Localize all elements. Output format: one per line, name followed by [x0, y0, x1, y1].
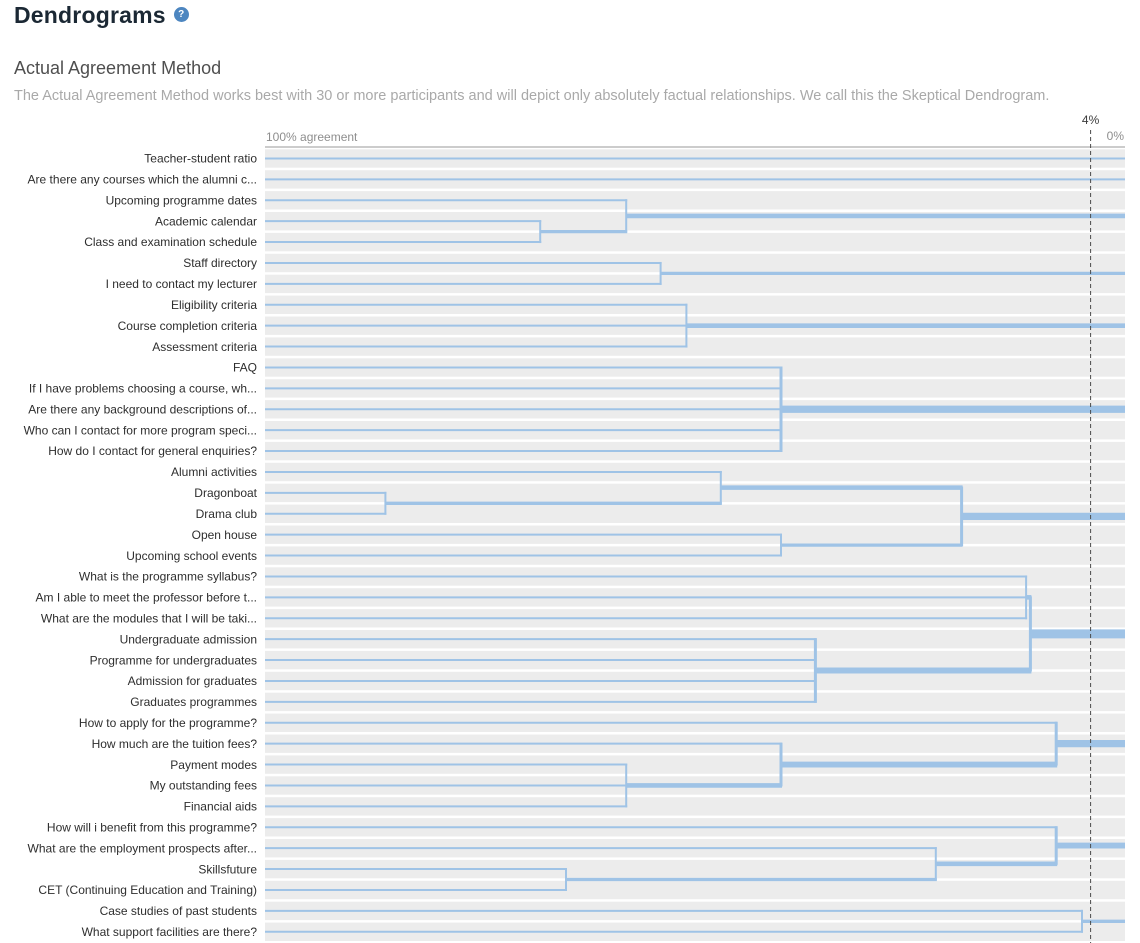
- row-label: Graduates programmes: [130, 695, 257, 709]
- row-label: Are there any background descriptions of…: [28, 402, 257, 416]
- section-title: Actual Agreement Method: [14, 58, 222, 78]
- row-label: Admission for graduates: [128, 674, 257, 688]
- row-label: Undergraduate admission: [120, 632, 257, 646]
- row-label: Case studies of past students: [100, 904, 257, 918]
- row-label: Financial aids: [184, 800, 257, 814]
- dendrogram-links: [265, 157, 1125, 933]
- axis-left-label: 100% agreement: [266, 130, 358, 144]
- row-label: How to apply for the programme?: [79, 716, 257, 730]
- row-label: If I have problems choosing a course, wh…: [29, 382, 257, 396]
- row-label: Eligibility criteria: [171, 298, 257, 312]
- row-label: What are the modules that I will be taki…: [41, 612, 257, 626]
- row-label: Upcoming programme dates: [106, 193, 257, 207]
- row-label: Course completion criteria: [118, 319, 258, 333]
- row-band: [265, 504, 1125, 523]
- page-title: Dendrograms: [14, 2, 166, 28]
- row-label: Academic calendar: [155, 214, 257, 228]
- row-label: CET (Continuing Education and Training): [38, 883, 257, 897]
- row-label: Programme for undergraduates: [90, 653, 257, 667]
- row-band: [265, 483, 1125, 503]
- row-label: FAQ: [233, 361, 257, 375]
- row-label: Upcoming school events: [126, 549, 257, 563]
- row-label: Drama club: [196, 507, 258, 521]
- axis-marker-label: 4%: [1082, 113, 1100, 127]
- row-label: Teacher-student ratio: [144, 152, 257, 166]
- help-icon[interactable]: ?: [173, 7, 189, 22]
- row-label: Class and examination schedule: [84, 235, 257, 249]
- row-band: [265, 274, 1125, 294]
- row-band: [265, 295, 1125, 314]
- row-label: Are there any courses which the alumni c…: [28, 173, 257, 187]
- row-labels: Teacher-student ratio Are there any cours…: [24, 152, 258, 939]
- row-label: Who can I contact for more program speci…: [24, 423, 257, 437]
- row-band: [265, 755, 1125, 774]
- row-label: Am I able to meet the professor before t…: [36, 591, 257, 605]
- row-label: What are the employment prospects after.…: [28, 841, 257, 855]
- row-label: How will i benefit from this programme?: [47, 821, 257, 835]
- row-label: I need to contact my lecturer: [106, 277, 257, 291]
- row-label: Staff directory: [183, 256, 257, 270]
- row-label: What support facilities are there?: [82, 925, 258, 939]
- row-band: [265, 880, 1125, 900]
- axis-right-label: 0%: [1107, 129, 1125, 143]
- row-bands: [265, 149, 1125, 941]
- row-label: How do I contact for general enquiries?: [48, 444, 257, 458]
- row-band: [265, 797, 1125, 816]
- row-label: Payment modes: [170, 758, 257, 772]
- row-band: [265, 859, 1125, 879]
- page-header: Dendrograms ?: [14, 2, 189, 29]
- section-description: The Actual Agreement Method works best w…: [14, 88, 1050, 104]
- row-band: [265, 337, 1125, 356]
- row-label: How much are the tuition fees?: [92, 737, 258, 751]
- row-label: Open house: [192, 528, 258, 542]
- row-label: Alumni activities: [171, 465, 257, 479]
- row-label: What is the programme syllabus?: [79, 570, 257, 584]
- row-label: My outstanding fees: [150, 779, 257, 793]
- row-label: Skillsfuture: [198, 862, 257, 876]
- row-band: [265, 191, 1125, 210]
- row-band: [265, 232, 1125, 252]
- row-band: [265, 253, 1125, 273]
- row-label: Dragonboat: [194, 486, 257, 500]
- row-label: Assessment criteria: [152, 340, 257, 354]
